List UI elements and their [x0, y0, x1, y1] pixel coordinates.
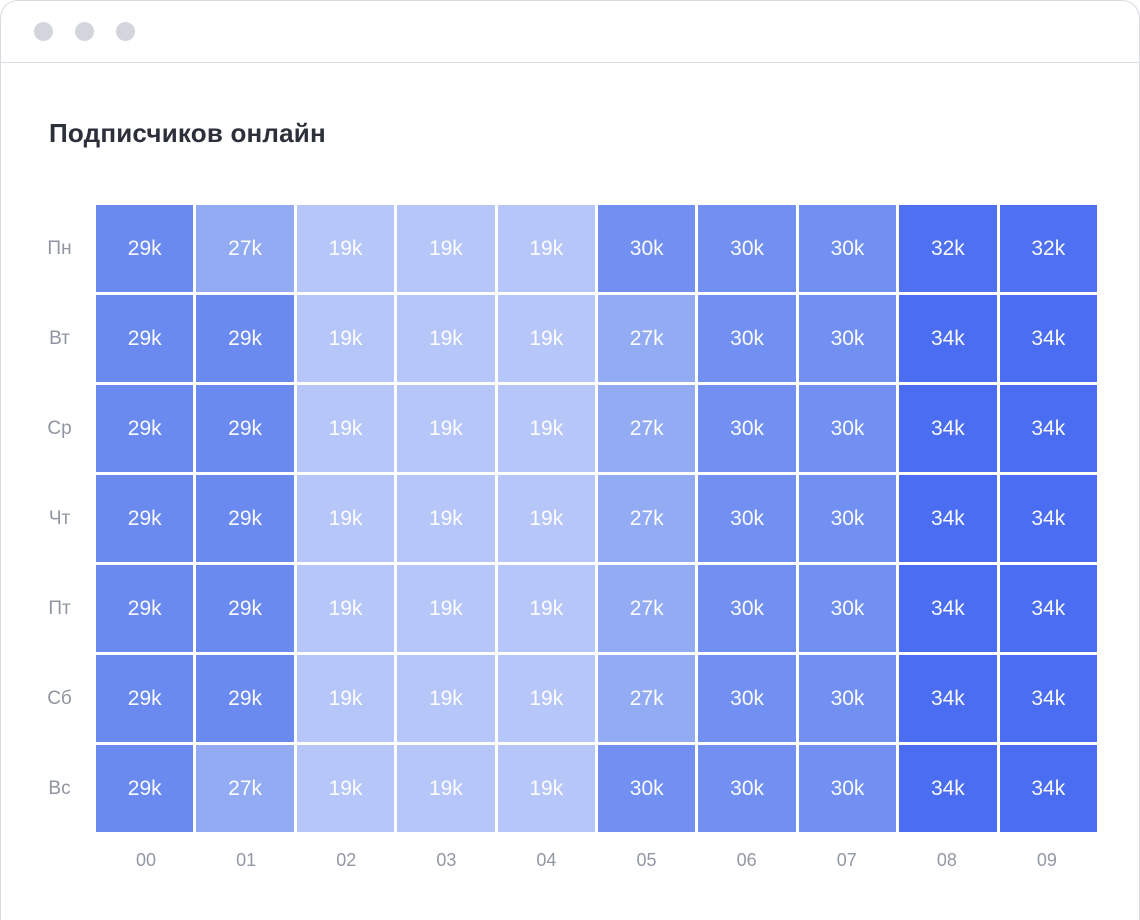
heatmap-cell[interactable]: 34k — [899, 655, 997, 742]
heatmap-cell[interactable]: 34k — [999, 385, 1097, 472]
heatmap-cell[interactable]: 29k — [96, 655, 194, 742]
heatmap-cell[interactable]: 34k — [899, 475, 997, 562]
row-label: Вс — [48, 777, 71, 799]
col-label: 05 — [636, 850, 657, 870]
row-label: Пн — [47, 237, 72, 259]
heatmap-cell[interactable]: 30k — [598, 745, 696, 832]
heatmap-cell[interactable]: 30k — [698, 295, 796, 382]
heatmap-cell[interactable]: 19k — [296, 475, 395, 562]
col-label: 01 — [236, 850, 257, 870]
heatmap-cell[interactable]: 34k — [999, 655, 1097, 742]
heatmap-cell[interactable]: 34k — [999, 475, 1097, 562]
heatmap-cell[interactable]: 27k — [598, 655, 696, 742]
window-titlebar — [1, 1, 1139, 63]
row-label: Сб — [47, 687, 72, 709]
heatmap-cell[interactable]: 30k — [698, 745, 796, 832]
col-label: 06 — [736, 850, 757, 870]
heatmap-cell[interactable]: 19k — [296, 745, 395, 832]
heatmap-cell[interactable]: 34k — [899, 745, 997, 832]
heatmap-cell[interactable]: 30k — [698, 475, 796, 562]
chart-panel: Подписчиков онлайн Пн Вт Ср Чт Пт Сб Вс 29k 27k… — [1, 118, 1139, 871]
heatmap-cell[interactable]: 19k — [296, 295, 395, 382]
window-control-dot — [75, 22, 94, 41]
heatmap: Пн Вт Ср Чт Пт Сб Вс 29k 27k 19k 19k 19k 30k 30k 30k 3… — [1, 205, 1139, 832]
heatmap-cell[interactable]: 30k — [798, 655, 897, 742]
heatmap-cell[interactable]: 29k — [96, 475, 194, 562]
chart-title: Подписчиков онлайн — [49, 118, 326, 148]
heatmap-cell[interactable]: 30k — [798, 745, 897, 832]
heatmap-cell[interactable]: 29k — [196, 475, 294, 562]
col-label: 08 — [936, 850, 957, 870]
heatmap-cell[interactable]: 19k — [296, 385, 395, 472]
heatmap-cell[interactable]: 34k — [999, 745, 1097, 832]
heatmap-cell[interactable]: 19k — [397, 655, 495, 742]
col-label: 09 — [1036, 850, 1057, 870]
col-label: 03 — [436, 850, 457, 870]
heatmap-cell[interactable]: 19k — [497, 745, 595, 832]
heatmap-cell[interactable]: 32k — [999, 205, 1097, 292]
heatmap-cell[interactable]: 29k — [96, 385, 194, 472]
heatmap-cell[interactable]: 34k — [899, 385, 997, 472]
heatmap-cell[interactable]: 29k — [196, 385, 294, 472]
heatmap-cell[interactable]: 19k — [397, 295, 495, 382]
heatmap-cell[interactable]: 30k — [798, 475, 897, 562]
heatmap-cell[interactable]: 34k — [999, 295, 1097, 382]
heatmap-cell[interactable]: 19k — [397, 205, 495, 292]
window-control-dot — [34, 22, 53, 41]
heatmap-cell[interactable]: 19k — [497, 205, 595, 292]
heatmap-cell[interactable]: 29k — [196, 295, 294, 382]
heatmap-cell[interactable]: 30k — [798, 385, 897, 472]
col-label: 02 — [336, 850, 357, 870]
col-label: 04 — [536, 850, 557, 870]
heatmap-cell[interactable]: 19k — [497, 385, 595, 472]
y-axis-labels: Пн Вт Ср Чт Пт Сб Вс — [1, 205, 96, 832]
heatmap-cell[interactable]: 19k — [497, 295, 595, 382]
heatmap-cell[interactable]: 27k — [196, 205, 294, 292]
x-axis-labels: 00 01 02 03 04 05 06 07 08 09 — [96, 850, 1097, 871]
heatmap-cell[interactable]: 29k — [96, 565, 194, 652]
heatmap-cell[interactable]: 27k — [196, 745, 294, 832]
window-control-dot — [116, 22, 135, 41]
heatmap-cell[interactable]: 19k — [296, 655, 395, 742]
heatmap-cell[interactable]: 34k — [999, 565, 1097, 652]
heatmap-cell[interactable]: 19k — [497, 565, 595, 652]
heatmap-cell[interactable]: 27k — [598, 475, 696, 562]
heatmap-cell[interactable]: 19k — [397, 565, 495, 652]
heatmap-cell[interactable]: 19k — [497, 475, 595, 562]
heatmap-cell[interactable]: 32k — [899, 205, 997, 292]
heatmap-cell[interactable]: 27k — [598, 385, 696, 472]
heatmap-cell[interactable]: 29k — [196, 655, 294, 742]
heatmap-cell[interactable]: 27k — [598, 565, 696, 652]
heatmap-cell[interactable]: 19k — [397, 475, 495, 562]
heatmap-cell[interactable]: 34k — [899, 565, 997, 652]
heatmap-cell[interactable]: 29k — [96, 295, 194, 382]
col-label: 00 — [136, 850, 157, 870]
row-label: Чт — [48, 507, 71, 529]
heatmap-cell[interactable]: 30k — [598, 205, 696, 292]
heatmap-cell[interactable]: 19k — [397, 745, 495, 832]
row-label: Пт — [48, 597, 71, 619]
heatmap-cell[interactable]: 30k — [798, 295, 897, 382]
heatmap-cell[interactable]: 19k — [497, 655, 595, 742]
heatmap-cell[interactable]: 30k — [798, 205, 897, 292]
heatmap-cell[interactable]: 19k — [296, 565, 395, 652]
heatmap-cell[interactable]: 34k — [899, 295, 997, 382]
heatmap-cell[interactable]: 30k — [698, 655, 796, 742]
heatmap-cell[interactable]: 30k — [698, 385, 796, 472]
heatmap-grid: 29k 27k 19k 19k 19k 30k 30k 30k 32k 32k 29k 29k 19k 1… — [96, 205, 1097, 832]
heatmap-cell[interactable]: 29k — [96, 745, 194, 832]
heatmap-cell[interactable]: 27k — [598, 295, 696, 382]
heatmap-cell[interactable]: 30k — [698, 565, 796, 652]
heatmap-cell[interactable]: 29k — [96, 205, 194, 292]
heatmap-cell[interactable]: 19k — [296, 205, 395, 292]
col-label: 07 — [836, 850, 857, 870]
row-label: Ср — [47, 417, 72, 439]
heatmap-cell[interactable]: 30k — [698, 205, 796, 292]
heatmap-cell[interactable]: 30k — [798, 565, 897, 652]
heatmap-cell[interactable]: 19k — [397, 385, 495, 472]
row-label: Вт — [49, 327, 70, 349]
heatmap-cell[interactable]: 29k — [196, 565, 294, 652]
